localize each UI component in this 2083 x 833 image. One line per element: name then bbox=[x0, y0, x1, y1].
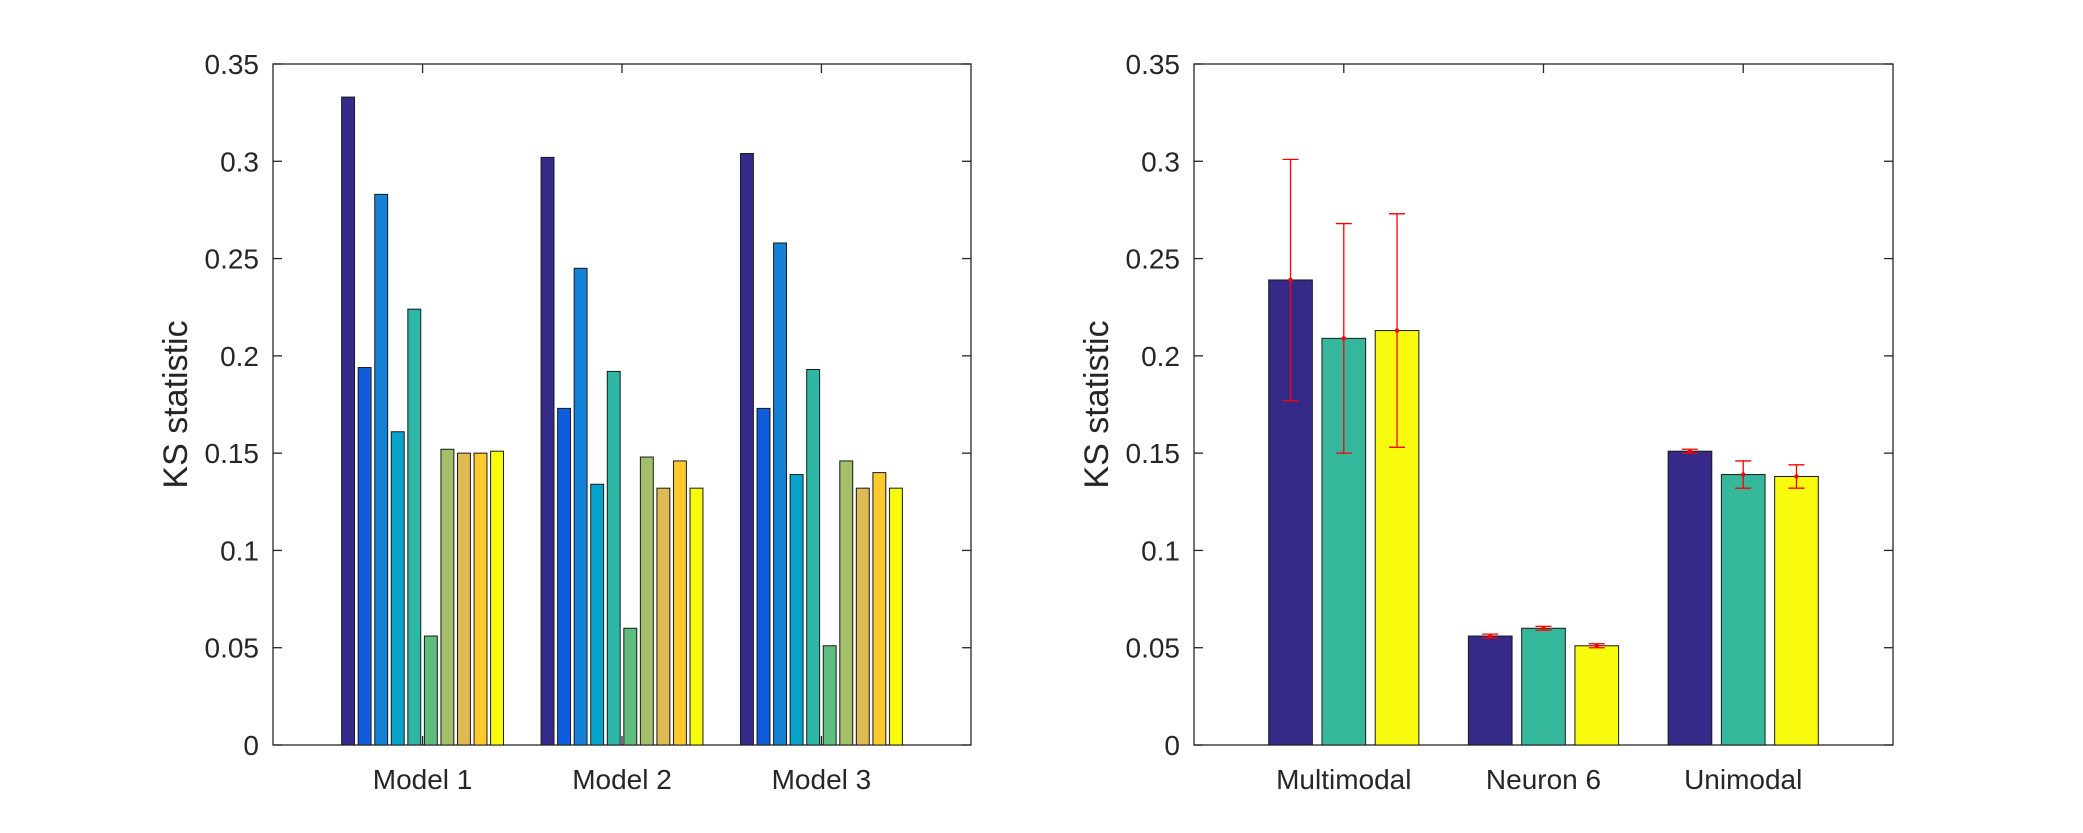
y-tick-label: 0.25 bbox=[1126, 244, 1181, 275]
bar bbox=[407, 308, 422, 746]
bar bbox=[756, 407, 771, 746]
error-center bbox=[1687, 448, 1693, 454]
y-tick-label: 0.15 bbox=[205, 438, 260, 469]
bar bbox=[440, 448, 455, 746]
bar bbox=[773, 242, 788, 746]
right-chart: 0 0.05 0.1 0.15 0.2 0.25 0.3 0.35 KS statistic Mu… bbox=[1078, 49, 1894, 795]
bar bbox=[855, 487, 870, 746]
y-tick-label: 0.1 bbox=[220, 535, 259, 566]
bar bbox=[839, 460, 854, 746]
bar bbox=[1720, 474, 1766, 746]
left-chart: 0 0.05 0.1 0.15 0.2 0.25 0.3 0.35 KS statistic Mo… bbox=[157, 49, 972, 795]
x-tick-label: Model 2 bbox=[572, 764, 672, 795]
error-center bbox=[1594, 643, 1599, 648]
bar bbox=[1774, 475, 1819, 746]
bar bbox=[689, 487, 704, 746]
bar bbox=[423, 635, 438, 746]
error-center bbox=[1488, 633, 1493, 639]
y-tick-label: 0.2 bbox=[220, 341, 259, 372]
bar bbox=[357, 367, 372, 746]
bar bbox=[1667, 450, 1713, 746]
error-center bbox=[1794, 474, 1799, 479]
y-axis-label: KS statistic bbox=[157, 320, 195, 488]
bar bbox=[557, 407, 572, 746]
y-tick-label: 0.25 bbox=[205, 244, 260, 275]
y-tick-label: 0.05 bbox=[1126, 633, 1181, 664]
bar bbox=[888, 487, 903, 746]
bar bbox=[456, 452, 471, 746]
error-center bbox=[1541, 626, 1546, 631]
x-tick-label: Multimodal bbox=[1276, 764, 1411, 795]
y-tick-label: 0.3 bbox=[1141, 146, 1180, 177]
y-tick-label: 0.1 bbox=[1141, 535, 1180, 566]
error-center bbox=[1741, 472, 1746, 477]
y-tick-label: 0.35 bbox=[1126, 49, 1181, 80]
bar bbox=[490, 450, 505, 746]
bar bbox=[341, 96, 356, 746]
bar bbox=[789, 474, 804, 746]
bar bbox=[623, 627, 638, 746]
error-center bbox=[1394, 328, 1400, 333]
bar bbox=[374, 193, 389, 746]
bar bbox=[1467, 635, 1513, 746]
bar bbox=[656, 487, 671, 746]
bar bbox=[672, 460, 687, 746]
y-tick-label: 0 bbox=[243, 730, 259, 761]
y-tick-label: 0 bbox=[1164, 730, 1180, 761]
bar bbox=[606, 370, 621, 746]
bar bbox=[390, 431, 405, 746]
error-center bbox=[1341, 336, 1346, 341]
bar bbox=[872, 472, 887, 746]
bar bbox=[1574, 645, 1620, 746]
x-tick-label: Neuron 6 bbox=[1486, 764, 1601, 795]
x-tick-label: Model 3 bbox=[772, 764, 872, 795]
y-tick-label: 0.3 bbox=[220, 146, 259, 177]
y-tick-label: 0.05 bbox=[205, 633, 260, 664]
bar bbox=[739, 153, 754, 746]
y-tick-label: 0.35 bbox=[205, 49, 260, 80]
x-tick-label: Model 1 bbox=[373, 764, 473, 795]
bar bbox=[1521, 627, 1566, 746]
y-axis-label: KS statistic bbox=[1078, 320, 1116, 488]
x-tick-label: Unimodal bbox=[1684, 764, 1802, 795]
bar bbox=[806, 368, 821, 746]
bar bbox=[639, 456, 654, 746]
bar bbox=[573, 267, 588, 746]
error-center bbox=[1288, 277, 1293, 283]
y-tick-label: 0.2 bbox=[1141, 341, 1180, 372]
y-tick-label: 0.15 bbox=[1126, 438, 1181, 469]
bar bbox=[590, 483, 605, 746]
plot-area bbox=[272, 63, 972, 746]
bar bbox=[540, 156, 555, 746]
bar bbox=[822, 645, 837, 746]
bar bbox=[473, 452, 488, 746]
